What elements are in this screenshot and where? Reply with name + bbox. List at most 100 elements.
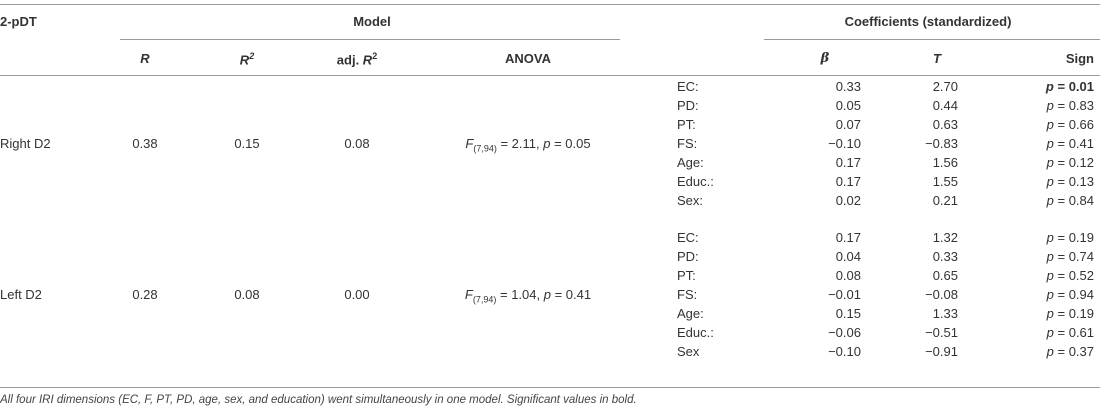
sign-p: p	[1046, 325, 1054, 340]
cell-variable: Age:	[677, 306, 704, 321]
cell-beta: 0.17	[835, 155, 861, 170]
cell-t: 0.44	[932, 98, 958, 113]
cell-anova: F(7,94) = 1.04, p = 0.41	[465, 287, 591, 308]
row-label: Right D2	[0, 136, 51, 151]
cell-variable: EC:	[677, 79, 699, 94]
cell-variable: Educ.:	[677, 174, 714, 189]
cell-variable: FS:	[677, 136, 698, 151]
cell-beta: 0.07	[835, 117, 861, 132]
sign-value: = 0.41	[1053, 136, 1094, 151]
model-group-header: Model	[353, 14, 391, 29]
cell-beta: 0.17	[835, 174, 861, 189]
sign-p: p	[1046, 136, 1054, 151]
col-header-r2: R2	[239, 51, 255, 68]
cell-sign: p = 0.74	[1047, 249, 1094, 265]
anova-pval: = 0.05	[550, 136, 591, 151]
cell-sign: p = 0.66	[1047, 117, 1094, 133]
cell-t: 2.70	[932, 79, 958, 94]
anova-df: (7,94)	[472, 294, 497, 305]
sign-value: = 0.37	[1053, 344, 1094, 359]
col-header-adj-r2: adj. R2	[336, 51, 378, 68]
cell-t: 0.33	[932, 249, 958, 264]
sign-p: p	[1046, 117, 1054, 132]
model-group-rule	[120, 39, 620, 40]
sign-value: = 0.01	[1053, 79, 1094, 94]
sign-p: p	[1046, 344, 1054, 359]
cell-t: −0.51	[925, 325, 958, 340]
sign-p: p	[1046, 287, 1054, 302]
anova-value: = 1.04,	[496, 287, 544, 302]
col-header-beta: β	[820, 51, 830, 66]
sign-p: p	[1046, 306, 1054, 321]
stub-header: 2-pDT	[0, 14, 37, 29]
row-label: Left D2	[0, 287, 42, 302]
sign-p: p	[1046, 249, 1054, 264]
cell-adj-r2: 0.08	[344, 136, 370, 151]
cell-variable: Sex:	[677, 193, 704, 208]
anova-p: p	[543, 287, 551, 302]
cell-sign: p = 0.61	[1047, 325, 1094, 341]
sign-p: p	[1046, 268, 1054, 283]
anova-p: p	[543, 136, 551, 151]
sign-value: = 0.12	[1053, 155, 1094, 170]
cell-sign: p = 0.84	[1047, 193, 1094, 209]
cell-beta: 0.33	[835, 79, 861, 94]
cell-variable: PT:	[677, 268, 696, 283]
cell-t: 1.32	[932, 230, 958, 245]
cell-beta: 0.15	[835, 306, 861, 321]
sign-value: = 0.61	[1053, 325, 1094, 340]
cell-t: −0.91	[925, 344, 958, 359]
anova-df: (7,94)	[473, 143, 497, 154]
cell-sign: p = 0.01	[1046, 79, 1094, 95]
cell-beta: −0.06	[828, 325, 861, 340]
cell-variable: Educ.:	[677, 325, 714, 340]
cell-sign: p = 0.12	[1047, 155, 1094, 171]
cell-beta: −0.10	[828, 344, 861, 359]
cell-t: −0.08	[925, 287, 958, 302]
sign-p: p	[1046, 98, 1054, 113]
cell-r2: 0.15	[234, 136, 260, 151]
col-header-anova: ANOVA	[505, 51, 551, 66]
table-bottom-rule	[0, 387, 1100, 388]
sign-p: p	[1046, 193, 1054, 208]
sign-p: p	[1045, 79, 1054, 94]
cell-adj-r2: 0.00	[344, 287, 370, 302]
cell-beta: −0.10	[828, 136, 861, 151]
cell-t: 0.63	[932, 117, 958, 132]
cell-variable: Sex	[677, 344, 700, 359]
sign-value: = 0.19	[1053, 306, 1094, 321]
cell-variable: PD:	[677, 249, 699, 264]
cell-sign: p = 0.41	[1047, 136, 1094, 152]
cell-t: 0.21	[932, 193, 958, 208]
cell-variable: FS:	[677, 287, 698, 302]
table-top-rule	[0, 4, 1100, 5]
cell-anova: F(7,94) = 2.11, p = 0.05	[465, 136, 590, 157]
cell-t: −0.83	[925, 136, 958, 151]
sign-p: p	[1046, 155, 1054, 170]
sign-value: = 0.52	[1053, 268, 1094, 283]
col-header-t: T	[933, 51, 941, 66]
sign-value: = 0.74	[1053, 249, 1094, 264]
cell-sign: p = 0.19	[1047, 230, 1094, 246]
cell-variable: PT:	[677, 117, 696, 132]
col-header-sign: Sign	[1065, 51, 1094, 66]
sign-value: = 0.84	[1053, 193, 1094, 208]
cell-t: 0.65	[932, 268, 958, 283]
sign-value: = 0.13	[1053, 174, 1094, 189]
sign-value: = 0.94	[1053, 287, 1094, 302]
cell-r: 0.28	[132, 287, 158, 302]
cell-beta: −0.01	[828, 287, 861, 302]
cell-r: 0.38	[132, 136, 158, 151]
sign-p: p	[1046, 174, 1054, 189]
sign-value: = 0.83	[1053, 98, 1094, 113]
cell-t: 1.55	[932, 174, 958, 189]
cell-sign: p = 0.37	[1047, 344, 1094, 360]
anova-pval: = 0.41	[550, 287, 592, 302]
cell-sign: p = 0.83	[1047, 98, 1094, 114]
cell-sign: p = 0.19	[1047, 306, 1094, 322]
cell-variable: Age:	[677, 155, 704, 170]
cell-r2: 0.08	[234, 287, 260, 302]
sign-p: p	[1046, 230, 1054, 245]
anova-value: = 2.11,	[496, 136, 544, 151]
cell-beta: 0.08	[835, 268, 861, 283]
